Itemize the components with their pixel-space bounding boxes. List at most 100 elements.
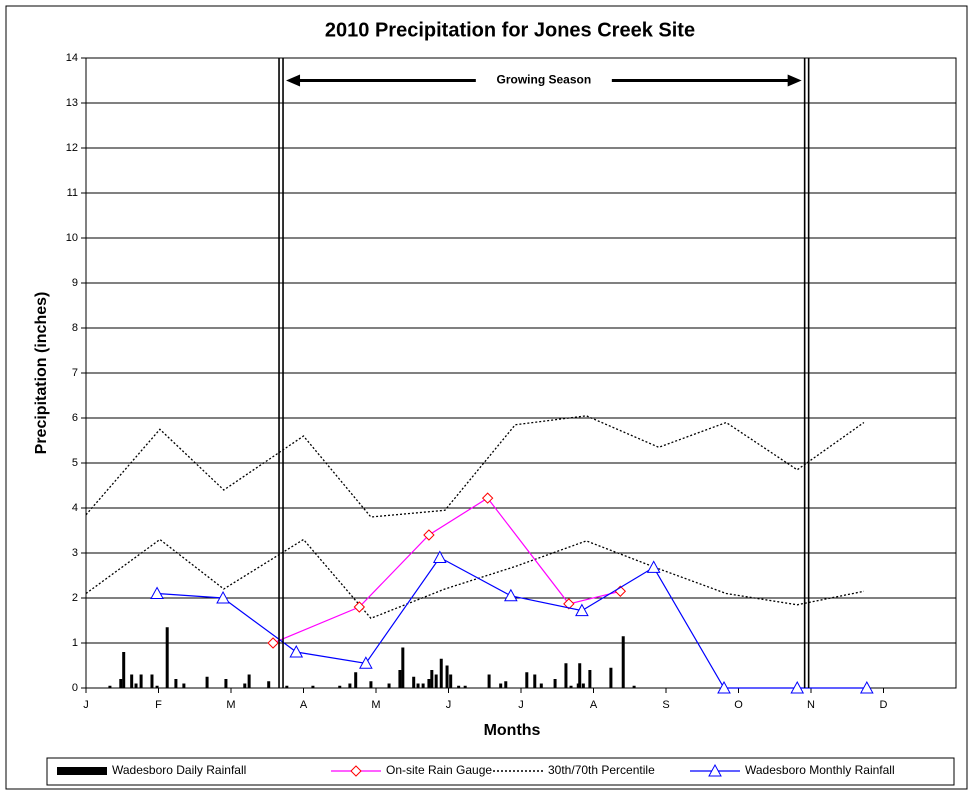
triangle-marker	[289, 644, 304, 658]
bar	[569, 685, 573, 688]
diamond-marker	[481, 492, 494, 504]
bar	[398, 670, 402, 688]
annotation-label: Growing Season	[496, 73, 591, 87]
y-tick-label: 9	[72, 277, 78, 289]
triangle-marker	[504, 588, 518, 602]
annotation-bg	[475, 71, 612, 90]
percentile-line	[85, 415, 865, 518]
bar	[588, 670, 592, 688]
arrow-head	[286, 74, 301, 87]
bar	[553, 679, 557, 688]
legend-label: 30th/70th Percentile	[548, 763, 655, 777]
x-tick-label: J	[83, 699, 89, 711]
triangle-marker	[150, 586, 164, 599]
legend-label: Wadesboro Monthly Rainfall	[745, 763, 895, 777]
bar	[267, 681, 271, 688]
series-line	[272, 497, 621, 644]
bar	[130, 674, 134, 688]
y-tick-label: 11	[67, 187, 78, 199]
triangle-marker	[216, 590, 230, 604]
x-axis-label: Months	[484, 722, 541, 739]
bar	[354, 672, 358, 688]
triangle-marker	[790, 680, 805, 694]
legend	[46, 757, 955, 786]
bar	[369, 681, 373, 688]
bar	[533, 674, 537, 688]
bar	[581, 683, 585, 688]
x-tick-label: D	[880, 699, 888, 711]
bar	[174, 679, 178, 688]
triangle-marker	[717, 680, 731, 694]
percentile-line	[85, 538, 865, 620]
bar	[134, 683, 138, 688]
bar	[539, 683, 543, 688]
bar	[416, 683, 420, 688]
diamond-marker	[350, 765, 362, 777]
bar	[621, 636, 625, 688]
bar	[578, 663, 582, 688]
y-tick-label: 10	[66, 232, 78, 244]
bar	[499, 683, 503, 688]
bar	[139, 674, 143, 688]
y-tick-label: 2	[72, 592, 78, 604]
chart-frame	[5, 5, 968, 790]
arrow-head	[787, 74, 802, 87]
bar	[487, 674, 491, 688]
y-tick-label: 7	[72, 367, 78, 379]
y-tick-label: 14	[66, 52, 78, 64]
bar	[119, 679, 123, 688]
triangle-marker	[432, 550, 447, 563]
bar	[150, 674, 154, 688]
bar	[430, 670, 434, 688]
y-tick-label: 13	[66, 97, 78, 109]
x-tick-label: A	[590, 699, 598, 711]
bar	[338, 685, 342, 688]
bar	[182, 683, 186, 688]
bar	[463, 685, 467, 688]
bar	[165, 627, 169, 688]
chart-title: 2010 Precipitation for Jones Creek Site	[325, 19, 695, 41]
bar	[205, 676, 209, 688]
legend-label: Wadesboro Daily Rainfall	[112, 763, 246, 777]
bar	[387, 683, 391, 688]
bar	[243, 683, 247, 688]
bar	[311, 685, 315, 688]
triangle-marker	[575, 603, 589, 617]
y-tick-label: 4	[72, 502, 78, 514]
bar	[421, 683, 425, 688]
bar	[434, 674, 438, 688]
bar	[525, 672, 529, 688]
bar	[401, 647, 405, 688]
bar	[247, 674, 251, 688]
bar	[445, 665, 449, 688]
diamond-marker	[423, 529, 435, 541]
x-tick-label: S	[662, 699, 669, 711]
bar	[504, 681, 508, 688]
bar	[155, 685, 159, 688]
bar	[285, 685, 289, 688]
y-tick-label: 6	[72, 412, 78, 424]
bar	[632, 685, 636, 688]
bar	[224, 679, 228, 688]
diamond-marker	[353, 601, 366, 613]
x-tick-label: M	[371, 699, 380, 711]
y-tick-label: 8	[72, 322, 78, 334]
bar	[564, 663, 568, 688]
x-tick-label: M	[226, 699, 235, 711]
bar	[449, 674, 453, 688]
x-tick-label: J	[446, 699, 452, 711]
bar	[412, 676, 416, 688]
bar	[609, 667, 613, 688]
legend-swatch	[57, 767, 107, 775]
diamond-marker	[563, 598, 575, 610]
x-tick-label: J	[518, 699, 524, 711]
legend-label: On-site Rain Gauge	[386, 763, 492, 777]
x-tick-label: A	[300, 699, 308, 711]
triangle-marker	[859, 680, 874, 694]
x-tick-label: O	[734, 699, 743, 711]
y-axis-label: Precipitation (inches)	[33, 292, 50, 455]
bar	[439, 658, 443, 688]
bar	[108, 685, 112, 688]
triangle-marker	[646, 560, 661, 573]
